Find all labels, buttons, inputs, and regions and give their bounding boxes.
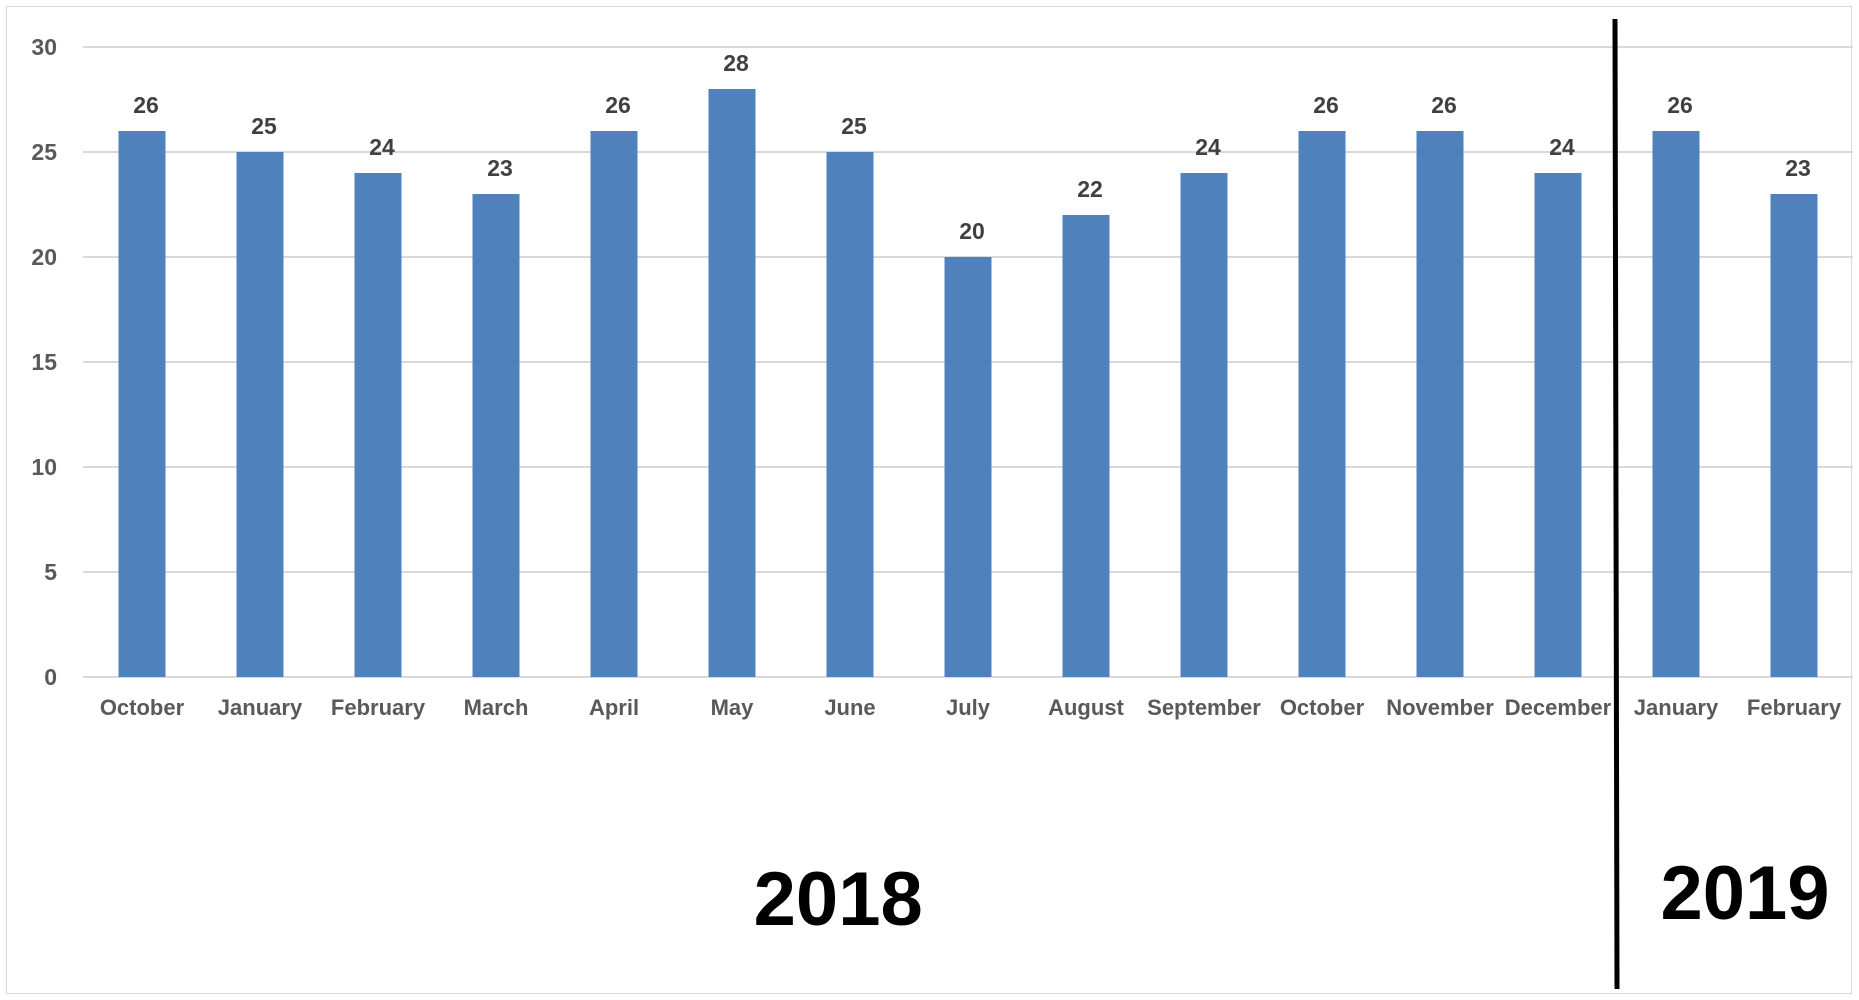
bar: [1534, 173, 1582, 677]
x-tick-label: November: [1386, 695, 1494, 720]
x-tick-label: May: [711, 695, 755, 720]
x-tick-label: February: [1747, 695, 1842, 720]
y-tick-label: 25: [31, 139, 57, 165]
y-tick-label: 30: [31, 34, 57, 60]
y-tick-label: 10: [31, 454, 57, 480]
bar: [1180, 173, 1228, 677]
y-tick-label: 15: [31, 349, 57, 375]
data-label: 26: [1313, 92, 1339, 118]
bar: [236, 152, 284, 677]
x-tick-label: April: [589, 695, 639, 720]
data-label: 23: [1785, 155, 1811, 181]
y-axis-ticks: 0 5 10 15 20 25 30: [31, 34, 57, 690]
data-label: 28: [723, 50, 749, 76]
data-label: 26: [133, 92, 159, 118]
bar: [1416, 131, 1464, 677]
x-tick-label: June: [824, 695, 875, 720]
bar: [708, 89, 756, 677]
x-tick-label: January: [218, 695, 303, 720]
year-label: 2018: [754, 857, 923, 942]
x-tick-label: February: [331, 695, 426, 720]
year-divider: [1612, 18, 1620, 990]
x-tick-label: October: [1280, 695, 1365, 720]
bar: [118, 131, 166, 677]
data-label: 24: [369, 134, 395, 160]
x-tick-label: January: [1634, 695, 1719, 720]
data-label: 20: [959, 218, 985, 244]
data-label: 22: [1077, 176, 1103, 202]
bars: [118, 89, 1818, 677]
x-tick-label: September: [1147, 695, 1261, 720]
bar: [944, 257, 992, 677]
data-label: 26: [1667, 92, 1693, 118]
year-label: 2019: [1660, 851, 1829, 936]
x-tick-label: August: [1048, 695, 1124, 720]
x-tick-label: March: [464, 695, 529, 720]
x-axis-ticks: October January February March April May June J…: [100, 695, 1842, 720]
x-tick-label: December: [1505, 695, 1612, 720]
chart-frame: 0 5 10 15 20 25 30 26 25 24 23 26 28 25 20 22 24 26 26 24 2…: [6, 6, 1853, 994]
data-labels: 26 25 24 23 26 28 25 20 22 24 26 26 24 26 23: [133, 50, 1811, 244]
data-label: 24: [1549, 134, 1575, 160]
data-label: 26: [605, 92, 631, 118]
x-tick-label: October: [100, 695, 185, 720]
data-label: 26: [1431, 92, 1457, 118]
year-labels: 2018 2019: [754, 851, 1830, 942]
y-tick-label: 5: [44, 559, 57, 585]
data-label: 25: [841, 113, 867, 139]
bar: [826, 152, 874, 677]
bar: [1770, 194, 1818, 677]
x-tick-label: July: [946, 695, 991, 720]
bar: [354, 173, 402, 677]
bar: [1652, 131, 1700, 677]
bar: [1298, 131, 1346, 677]
y-tick-label: 20: [31, 244, 57, 270]
data-label: 25: [251, 113, 277, 139]
data-label: 24: [1195, 134, 1221, 160]
bar: [1062, 215, 1110, 677]
bar: [472, 194, 520, 677]
bar: [590, 131, 638, 677]
data-label: 23: [487, 155, 513, 181]
year-divider-line: [1612, 18, 1620, 990]
y-tick-label: 0: [44, 664, 57, 690]
